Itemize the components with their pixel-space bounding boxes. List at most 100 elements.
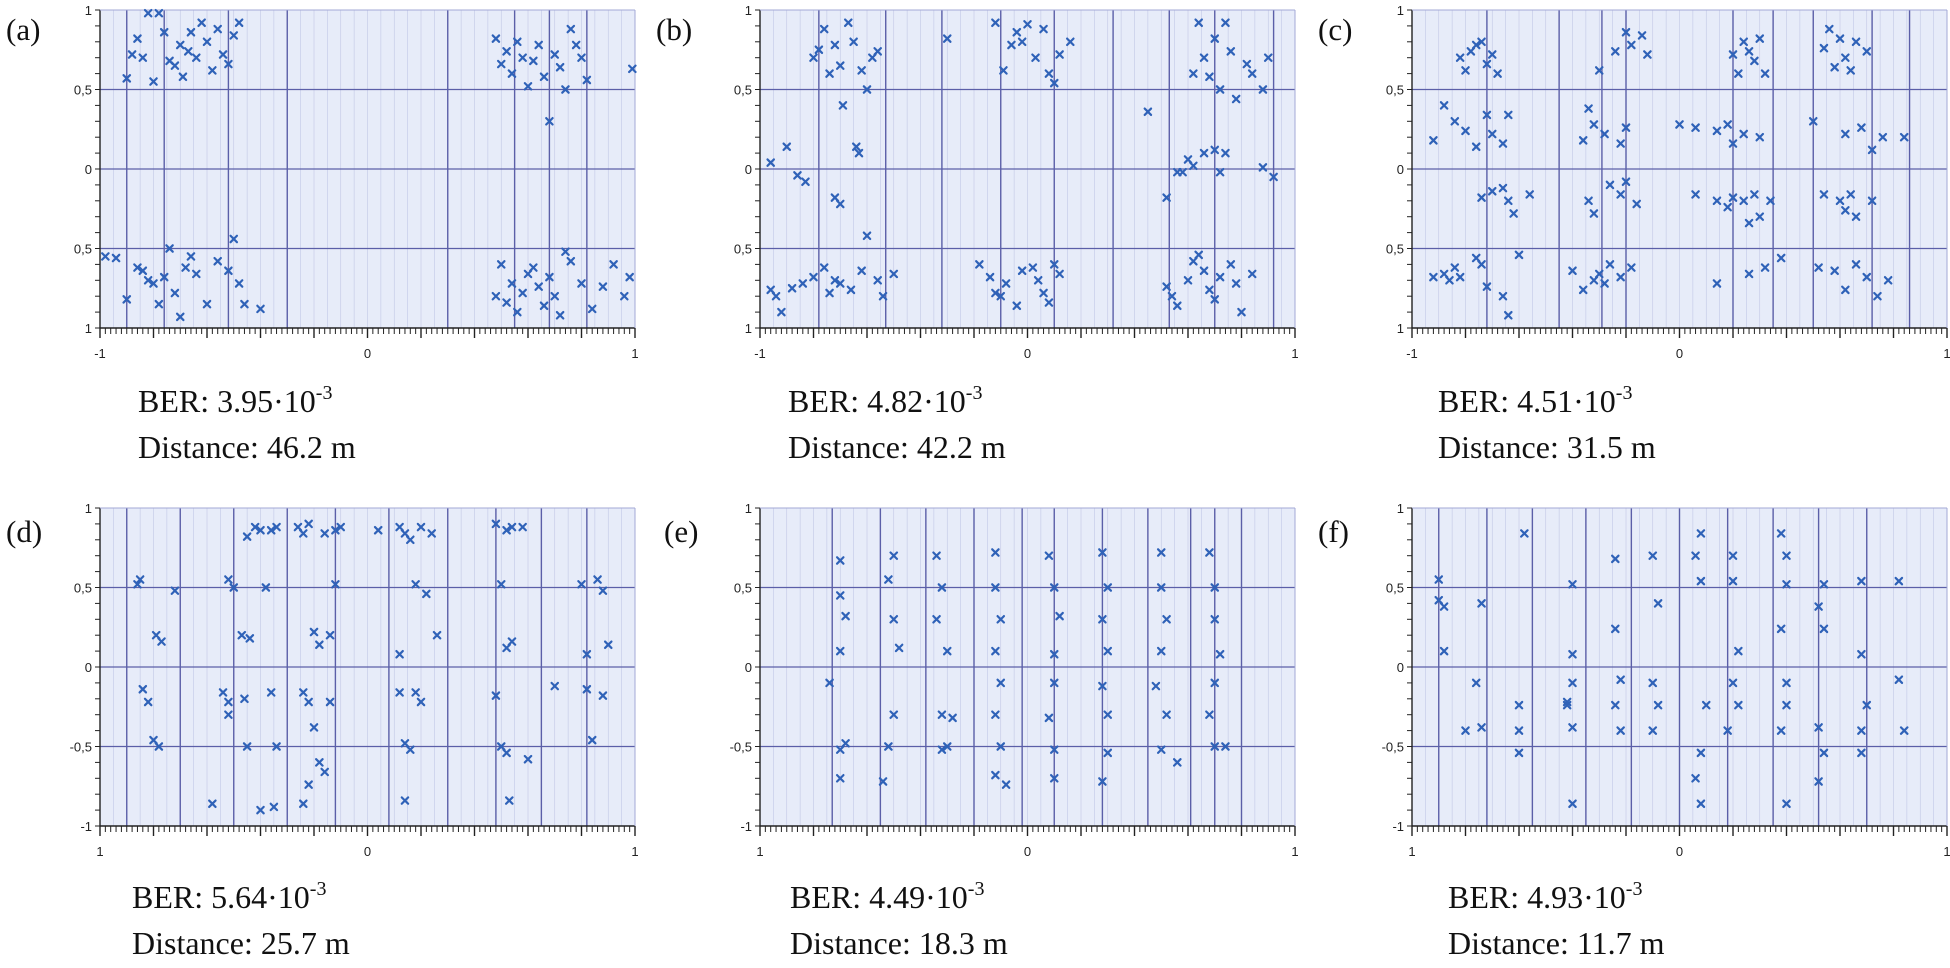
data-point [224, 575, 233, 584]
data-point [1750, 190, 1759, 199]
data-point [336, 522, 346, 532]
data-point [1755, 132, 1765, 142]
data-point [1199, 148, 1209, 158]
data-point [1648, 551, 1658, 560]
data-point [1712, 279, 1722, 288]
y-tick-label: 1 [85, 501, 92, 516]
data-point [1504, 196, 1513, 206]
data-point [1498, 183, 1508, 193]
data-point [135, 575, 145, 584]
data-point [1819, 580, 1829, 589]
data-point [550, 681, 560, 691]
data-point [1017, 37, 1027, 47]
caption: BER: 4.51·10-3 Distance: 31.5 m [1438, 378, 1656, 470]
data-point [208, 66, 217, 75]
data-point [1712, 126, 1722, 136]
data-point [1648, 726, 1658, 735]
data-point [873, 47, 882, 56]
data-point [1899, 132, 1909, 142]
data-point [801, 177, 810, 187]
data-point [1429, 272, 1438, 282]
data-point [1017, 266, 1027, 276]
data-point [154, 299, 164, 309]
data-point [496, 260, 506, 269]
data-point [1696, 529, 1706, 538]
data-point [835, 591, 845, 600]
scatter-plot: 1 0 1 1 0,5 0 -0,5 -1 [70, 501, 639, 859]
data-point [1482, 282, 1492, 291]
data-point [151, 630, 161, 640]
data-point [996, 615, 1006, 624]
data-point [539, 301, 549, 311]
data-point [406, 745, 415, 754]
data-point [1210, 34, 1220, 43]
data-point [143, 697, 153, 707]
data-point [1782, 700, 1791, 710]
data-point [937, 583, 947, 592]
data-point [1739, 37, 1748, 47]
y-tick-label: -1 [1392, 819, 1404, 834]
data-point [1835, 34, 1845, 43]
data-point [122, 295, 132, 304]
data-point [507, 637, 517, 646]
data-point [523, 82, 533, 91]
data-point [1151, 681, 1161, 691]
data-point [889, 615, 899, 624]
data-point [1723, 202, 1732, 212]
data-point [1653, 599, 1663, 608]
y-tick-label: 1 [745, 321, 752, 336]
data-point [1162, 193, 1171, 202]
data-point [555, 62, 565, 72]
data-point [1755, 34, 1765, 43]
data-point [830, 40, 840, 50]
data-point [1173, 758, 1182, 767]
ber-value: BER: 5.64·10-3 [132, 878, 327, 915]
panel-label: (e) [664, 514, 699, 549]
scatter-plot: 1 0 1 1 0,5 0 -0,5 -1 [1382, 501, 1950, 859]
data-point [320, 767, 329, 777]
data-point [170, 61, 180, 70]
data-point [948, 713, 957, 723]
data-point [561, 85, 570, 94]
data-point [1568, 799, 1577, 809]
data-point [1616, 272, 1625, 282]
data-point [825, 69, 834, 78]
y-tick-label: 0 [1397, 162, 1404, 177]
data-point [777, 307, 786, 317]
data-point [1156, 583, 1166, 592]
data-point [1899, 726, 1909, 735]
data-point [1199, 53, 1209, 62]
data-point [266, 688, 276, 697]
data-point [1156, 745, 1166, 754]
data-point [1701, 700, 1711, 710]
x-tick-label: 1 [1291, 844, 1298, 859]
data-point [798, 279, 808, 288]
y-tick-label: 0,5 [734, 83, 752, 98]
data-point [835, 745, 845, 754]
data-point [534, 40, 543, 50]
y-tick-label: 0,5 [1386, 83, 1404, 98]
caption: BER: 4.93·10-3 Distance: 11.7 m [1448, 874, 1665, 966]
data-point [395, 688, 404, 697]
data-point [242, 532, 252, 541]
data-point [835, 61, 845, 70]
data-point [138, 266, 148, 276]
data-point [1477, 599, 1486, 608]
data-point [1023, 20, 1032, 29]
data-point [183, 47, 193, 56]
data-point [154, 8, 164, 18]
data-point [1578, 285, 1588, 295]
data-point [272, 522, 281, 532]
data-point [502, 525, 511, 535]
data-point [782, 142, 792, 152]
data-point [1728, 50, 1738, 59]
data-point [1873, 291, 1882, 301]
data-point [1258, 85, 1268, 94]
data-point [1621, 27, 1631, 37]
data-point [234, 18, 244, 28]
caption: BER: 4.49·10-3 Distance: 18.3 m [790, 874, 1008, 966]
data-point [1471, 678, 1481, 688]
data-point [1215, 649, 1225, 659]
distance-value: Distance: 11.7 m [1448, 925, 1665, 961]
data-point [143, 8, 153, 18]
